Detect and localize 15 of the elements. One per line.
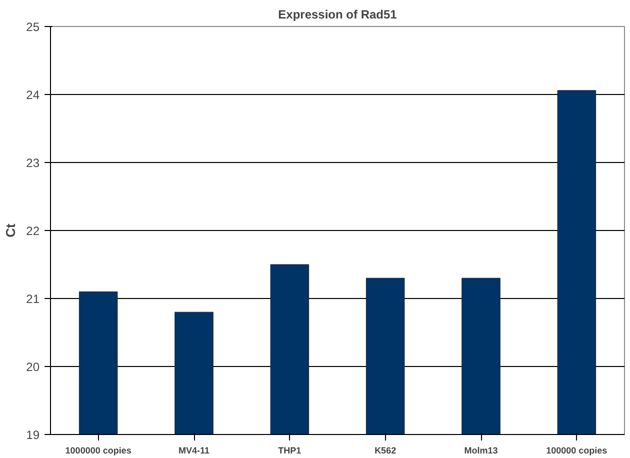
y-tick-label: 24 bbox=[26, 88, 40, 102]
x-tick-label: 100000 copies bbox=[546, 446, 608, 456]
y-tick-label: 21 bbox=[26, 292, 40, 306]
x-tick-label: MV4-11 bbox=[178, 446, 210, 456]
y-tick-label: 22 bbox=[26, 224, 40, 238]
y-axis-title: Ct bbox=[3, 222, 18, 238]
chart-title: Expression of Rad51 bbox=[278, 8, 398, 22]
y-tick-label: 20 bbox=[26, 360, 40, 374]
y-tick-label: 19 bbox=[26, 428, 40, 442]
y-tick-label: 25 bbox=[26, 20, 40, 34]
y-tick-label: 23 bbox=[26, 156, 40, 170]
x-tick-label: THP1 bbox=[278, 446, 302, 456]
x-tick-label: K562 bbox=[374, 446, 396, 456]
x-tick-label: Molm13 bbox=[464, 446, 498, 456]
x-tick-label: 1000000 copies bbox=[65, 446, 132, 456]
